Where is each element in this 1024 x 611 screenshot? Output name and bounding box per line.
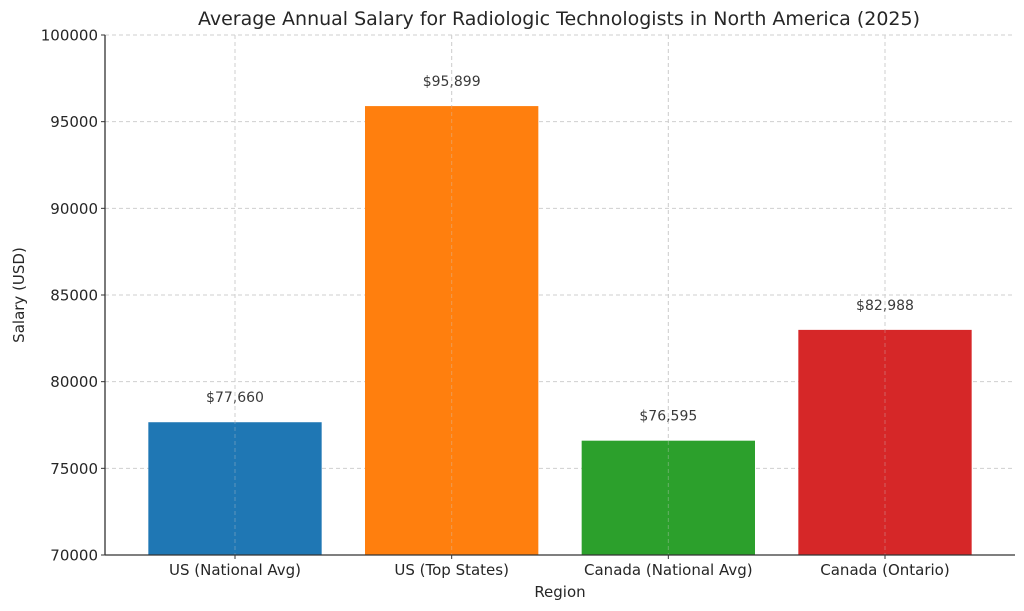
data-labels: $77,660 $95,899 $76,595 $82,988 — [206, 35, 914, 555]
y-tick-label: 85000 — [50, 287, 98, 305]
y-tick-label: 90000 — [50, 200, 98, 218]
chart-title: Average Annual Salary for Radiologic Tec… — [198, 8, 920, 30]
bar-value-label: $82,988 — [856, 298, 914, 314]
x-tick-label: US (National Avg) — [169, 561, 301, 579]
y-axis-label: Salary (USD) — [10, 247, 28, 343]
y-tick-label: 100000 — [41, 27, 98, 45]
x-tick-label: US (Top States) — [394, 561, 509, 579]
bar — [581, 440, 755, 555]
bar-value-label: $76,595 — [639, 409, 697, 425]
bar — [148, 422, 322, 555]
axes: 70000 75000 80000 85000 90000 95000 100000 US (… — [41, 27, 1015, 579]
x-axis-label: Region — [534, 583, 585, 601]
y-tick-label: 95000 — [50, 113, 98, 131]
bar — [365, 106, 539, 556]
bars — [148, 106, 972, 556]
bar-value-label: $77,660 — [206, 390, 264, 406]
y-tick-label: 75000 — [50, 460, 98, 478]
bar — [798, 329, 972, 555]
y-tick-label: 80000 — [50, 373, 98, 391]
y-tick-label: 70000 — [50, 547, 98, 565]
bar-value-label: $95,899 — [423, 74, 481, 90]
x-tick-label: Canada (Ontario) — [820, 561, 949, 579]
x-tick-label: Canada (National Avg) — [584, 561, 753, 579]
